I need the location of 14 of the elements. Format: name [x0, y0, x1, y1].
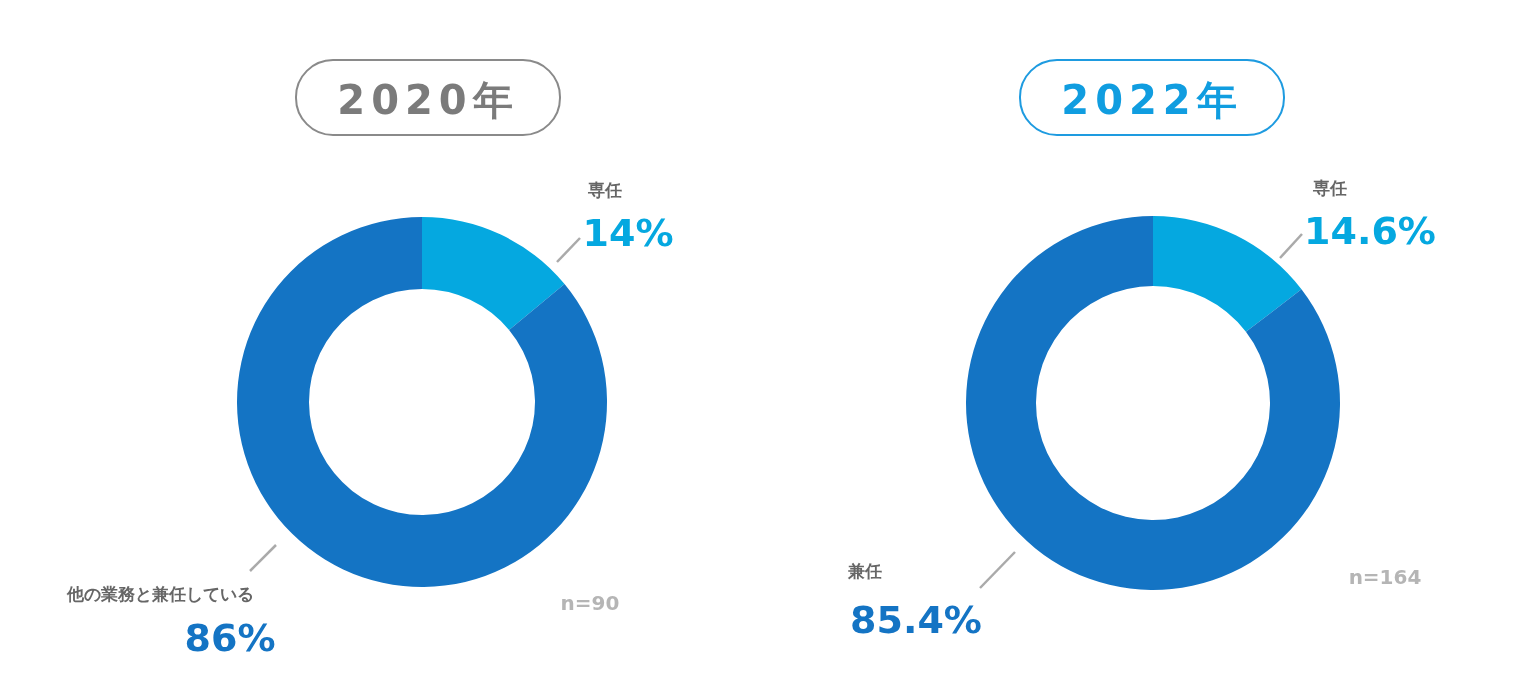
slice-label: 他の業務と兼任している — [65, 584, 254, 604]
chart-title: 2020年 — [337, 77, 519, 123]
slice-label: 専任 — [1312, 178, 1347, 198]
slice-label: 兼任 — [847, 561, 882, 581]
text: n=164 — [1348, 565, 1422, 589]
data-label: 14% — [582, 211, 674, 255]
data-label: 14.6% — [1304, 209, 1436, 253]
donut-slice — [1153, 216, 1302, 332]
donut-slice — [422, 217, 565, 330]
data-label: 86% — [184, 616, 276, 660]
slice-label: 専任 — [587, 180, 622, 200]
text: n=90 — [560, 591, 620, 615]
data-label: 85.4% — [850, 598, 982, 642]
chart-title: 2022年 — [1061, 77, 1243, 123]
